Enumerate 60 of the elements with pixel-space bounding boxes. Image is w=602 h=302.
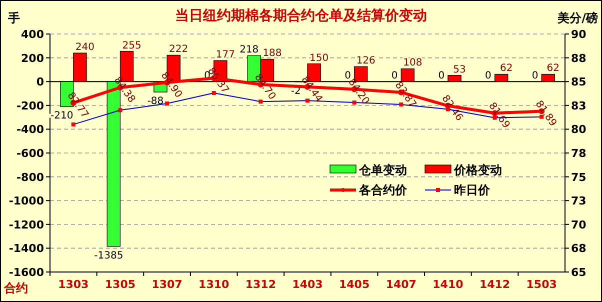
- data-label: 222: [169, 44, 188, 56]
- data-label: 62: [546, 63, 560, 74]
- x-tick-label: 1412: [479, 278, 510, 291]
- y2-tick-label: 90: [571, 28, 587, 41]
- y-axis-title: 手: [7, 11, 20, 25]
- x-tick-label: 1303: [58, 278, 89, 291]
- data-label: -88: [147, 96, 164, 108]
- legend-label: 昨日价: [454, 183, 491, 197]
- chart-title: 当日纽约期棉各期合约仓单及结算价变动: [175, 7, 427, 24]
- legend-label: 价格变动: [453, 163, 502, 177]
- y-tick-label: -1000: [8, 194, 44, 208]
- y2-tick-label: 70: [571, 218, 587, 232]
- data-label: 0: [344, 70, 351, 82]
- data-label: 53: [453, 64, 466, 76]
- y-tick-label: 0: [36, 76, 44, 89]
- data-label: 108: [403, 58, 422, 69]
- x-tick-label: 1305: [104, 278, 136, 291]
- x-tick-label: 1405: [339, 278, 370, 291]
- data-label: 240: [75, 42, 95, 54]
- x-tick-label: 1410: [432, 278, 464, 291]
- legend-label: 各合约价: [358, 183, 408, 197]
- data-label: 0: [532, 70, 538, 82]
- y-tick-label: -1200: [8, 218, 44, 232]
- y2-tick-label: 73: [571, 194, 586, 208]
- y2-tick-label: 83: [571, 99, 586, 112]
- y2-tick-label: 78: [571, 147, 586, 160]
- data-label: 62: [500, 63, 513, 74]
- y-tick-label: 400: [21, 28, 44, 41]
- x-tick-label: 1312: [245, 278, 276, 291]
- y-tick-label: -1600: [8, 266, 44, 279]
- y2-tick-label: 80: [571, 123, 587, 136]
- x-tick-label: 1307: [152, 278, 182, 291]
- legend-label: 仓单变动: [358, 163, 407, 177]
- data-label: 126: [356, 56, 376, 67]
- x-axis-title: 合约: [3, 281, 28, 295]
- x-tick-label: 1310: [198, 278, 230, 291]
- y-tick-label: 200: [21, 52, 44, 65]
- x-tick-label: 1403: [292, 278, 323, 291]
- y2-tick-label: 88: [571, 52, 586, 65]
- data-label: 0: [391, 70, 398, 82]
- y-tick-label: -600: [16, 147, 44, 160]
- data-label: 177: [216, 50, 235, 61]
- data-label: 0: [438, 70, 445, 82]
- data-label: 0: [485, 70, 492, 82]
- y-tick-label: -400: [16, 123, 44, 136]
- data-label: 218: [240, 44, 259, 56]
- y2-tick-label: 68: [571, 242, 586, 256]
- data-label: -1385: [94, 250, 124, 262]
- x-tick-label: 1503: [526, 278, 557, 291]
- data-label: 150: [310, 52, 329, 64]
- x-tick-label: 1407: [386, 278, 416, 291]
- y2-tick-label: 75: [571, 170, 586, 184]
- y2-tick-label: 85: [571, 76, 586, 89]
- data-label: 188: [262, 48, 282, 60]
- data-label: 255: [122, 40, 142, 52]
- y-tick-label: -800: [16, 170, 44, 184]
- y2-axis-title: 美分/磅: [556, 11, 598, 25]
- y-tick-label: -1400: [8, 242, 44, 256]
- y2-tick-label: 65: [571, 266, 586, 279]
- y-tick-label: -200: [16, 99, 44, 112]
